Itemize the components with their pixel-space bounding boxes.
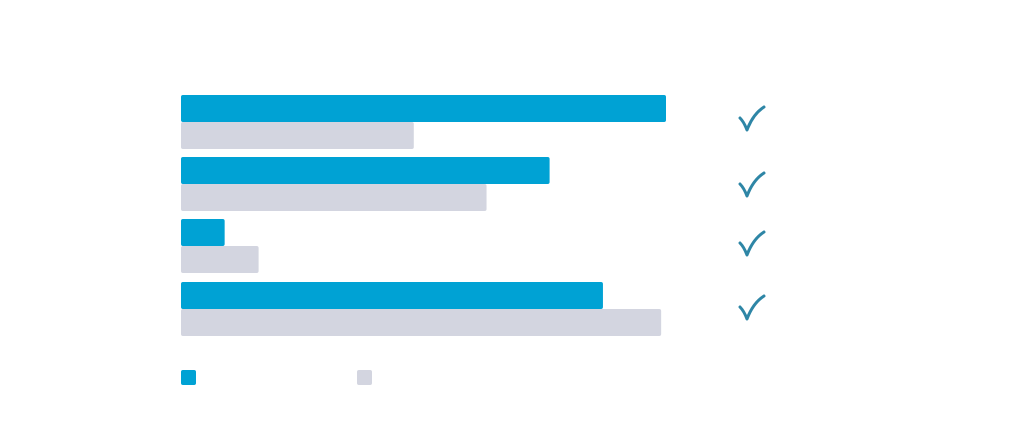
bar-series-1-row-3 bbox=[181, 219, 225, 246]
legend-swatch-series-2 bbox=[357, 370, 372, 385]
bar-series-2-row-4 bbox=[181, 309, 662, 336]
bar-series-2-row-2 bbox=[181, 184, 487, 211]
bars-group bbox=[181, 95, 666, 336]
check-mark-icon bbox=[738, 171, 766, 198]
check-mark-icon bbox=[738, 294, 766, 321]
check-mark-icon bbox=[738, 105, 766, 132]
bar-series-1-row-1 bbox=[181, 95, 666, 122]
bar-series-1-row-2 bbox=[181, 157, 550, 184]
legend bbox=[181, 370, 372, 385]
bar-series-1-row-4 bbox=[181, 282, 603, 309]
check-marks-group bbox=[738, 105, 766, 321]
bar-series-2-row-1 bbox=[181, 122, 414, 149]
bar-series-2-row-3 bbox=[181, 246, 259, 273]
check-mark-icon bbox=[738, 230, 766, 257]
legend-swatch-series-1 bbox=[181, 370, 196, 385]
